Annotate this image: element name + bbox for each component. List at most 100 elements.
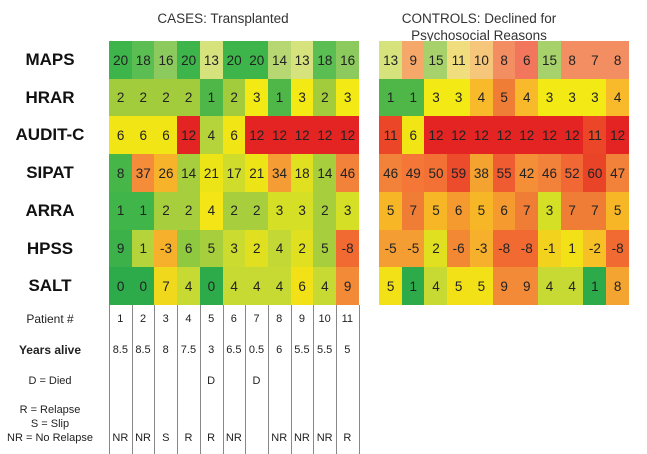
control-cell: 7 — [560, 191, 584, 230]
row-label-arra: ARRA — [25, 200, 75, 220]
case-cell: 0 — [199, 267, 223, 306]
column-divider — [358, 304, 360, 454]
control-cell: 12 — [469, 116, 493, 155]
case-cell: 8 — [109, 154, 133, 193]
case-cell: 21 — [199, 154, 223, 193]
control-cell: 38 — [469, 154, 493, 193]
outcome-value: NR — [112, 432, 129, 444]
case-cell: 1 — [267, 78, 292, 117]
cases-title: CASES: Transplanted — [157, 11, 289, 26]
case-cell: 9 — [109, 229, 133, 268]
control-cell: 5 — [447, 267, 471, 306]
control-cell: 2 — [424, 229, 448, 268]
column-divider — [109, 304, 110, 454]
case-cell: 2 — [222, 78, 246, 117]
years-alive-value: 6 — [276, 344, 283, 356]
row-label-hpss: HPSS — [26, 238, 74, 258]
control-cell: 12 — [560, 116, 584, 155]
case-cell: 6 — [222, 116, 246, 155]
case-cell: 16 — [154, 41, 178, 80]
case-cell: 46 — [336, 154, 360, 193]
case-cell: 4 — [245, 267, 269, 306]
control-cell: 1 — [401, 267, 425, 306]
case-cell: 20 — [177, 41, 201, 80]
patient-number: 9 — [298, 313, 305, 325]
control-cell: -2 — [583, 229, 607, 268]
column-divider — [267, 304, 269, 454]
case-cell: 12 — [336, 116, 360, 155]
case-cell: 1 — [131, 229, 155, 268]
case-cell: 37 — [131, 154, 155, 193]
control-cell: 3 — [583, 78, 607, 117]
control-cell: 12 — [492, 116, 516, 155]
control-cell: 15 — [424, 41, 448, 80]
case-cell: 3 — [290, 191, 314, 230]
control-cell: 7 — [583, 41, 607, 80]
control-cell: 8 — [606, 41, 630, 80]
case-cell: 2 — [109, 78, 133, 117]
control-cell: 42 — [515, 154, 539, 193]
control-cell: -5 — [401, 229, 425, 268]
control-cell: 1 — [583, 267, 607, 306]
years-alive-value: 3 — [208, 344, 215, 356]
case-cell: 7 — [154, 267, 178, 306]
case-cell: 20 — [245, 41, 269, 80]
control-cell: 1 — [401, 78, 425, 117]
control-cell: 9 — [401, 41, 425, 80]
case-cell: 1 — [131, 191, 155, 230]
control-cell: -8 — [606, 229, 630, 268]
outcome-value: S — [162, 432, 170, 444]
years-alive-value: 5.5 — [316, 344, 333, 356]
case-cell: 3 — [245, 78, 269, 117]
control-cell: 8 — [560, 41, 584, 80]
control-cell: 4 — [560, 267, 584, 306]
case-cell: 1 — [109, 191, 133, 230]
control-cell: 11 — [447, 41, 471, 80]
patient-number: 11 — [341, 313, 354, 325]
control-cell: 60 — [583, 154, 607, 193]
control-cell: 10 — [469, 41, 493, 80]
case-cell: 12 — [177, 116, 201, 155]
case-cell: 2 — [177, 191, 201, 230]
row-label-hrar: HRAR — [25, 87, 75, 107]
control-cell: 5 — [379, 267, 403, 306]
relapse-legend: R = Relapse — [19, 404, 81, 416]
case-cell: 12 — [267, 116, 292, 155]
case-cell: 3 — [267, 191, 292, 230]
control-cell: 46 — [537, 154, 562, 193]
control-cell: 4 — [515, 78, 539, 117]
case-cell: 14 — [267, 41, 292, 80]
control-cell: 4 — [469, 78, 493, 117]
died-legend: D = Died — [28, 375, 72, 387]
case-cell: 4 — [267, 229, 292, 268]
case-cell: 2 — [245, 229, 269, 268]
outcome-value: NR — [316, 432, 333, 444]
case-cell: 3 — [336, 191, 360, 230]
died-marker: D — [252, 375, 261, 387]
case-cell: 2 — [131, 78, 155, 117]
case-cell: 2 — [245, 191, 269, 230]
column-divider — [222, 304, 224, 454]
control-cell: 5 — [469, 267, 493, 306]
control-cell: 7 — [583, 191, 607, 230]
control-cell: 1 — [560, 229, 584, 268]
control-cell: 12 — [447, 116, 471, 155]
control-cell: 9 — [492, 267, 516, 306]
control-cell: 46 — [379, 154, 403, 193]
control-cell: -8 — [492, 229, 516, 268]
outcome-value: R — [207, 432, 216, 444]
patient-label: Patient # — [26, 312, 74, 326]
case-cell: 18 — [131, 41, 155, 80]
case-cell: 4 — [199, 191, 223, 230]
patient-number: 8 — [276, 313, 283, 325]
control-cell: -6 — [447, 229, 471, 268]
case-cell: 34 — [267, 154, 292, 193]
control-cell: 3 — [537, 191, 562, 230]
case-cell: 6 — [290, 267, 314, 306]
control-cell: 6 — [492, 191, 516, 230]
case-cell: 4 — [199, 116, 223, 155]
row-label-salt: SALT — [28, 276, 72, 296]
slip-legend: S = Slip — [30, 418, 70, 430]
case-cell: 21 — [245, 154, 269, 193]
case-cell: 16 — [336, 41, 360, 80]
